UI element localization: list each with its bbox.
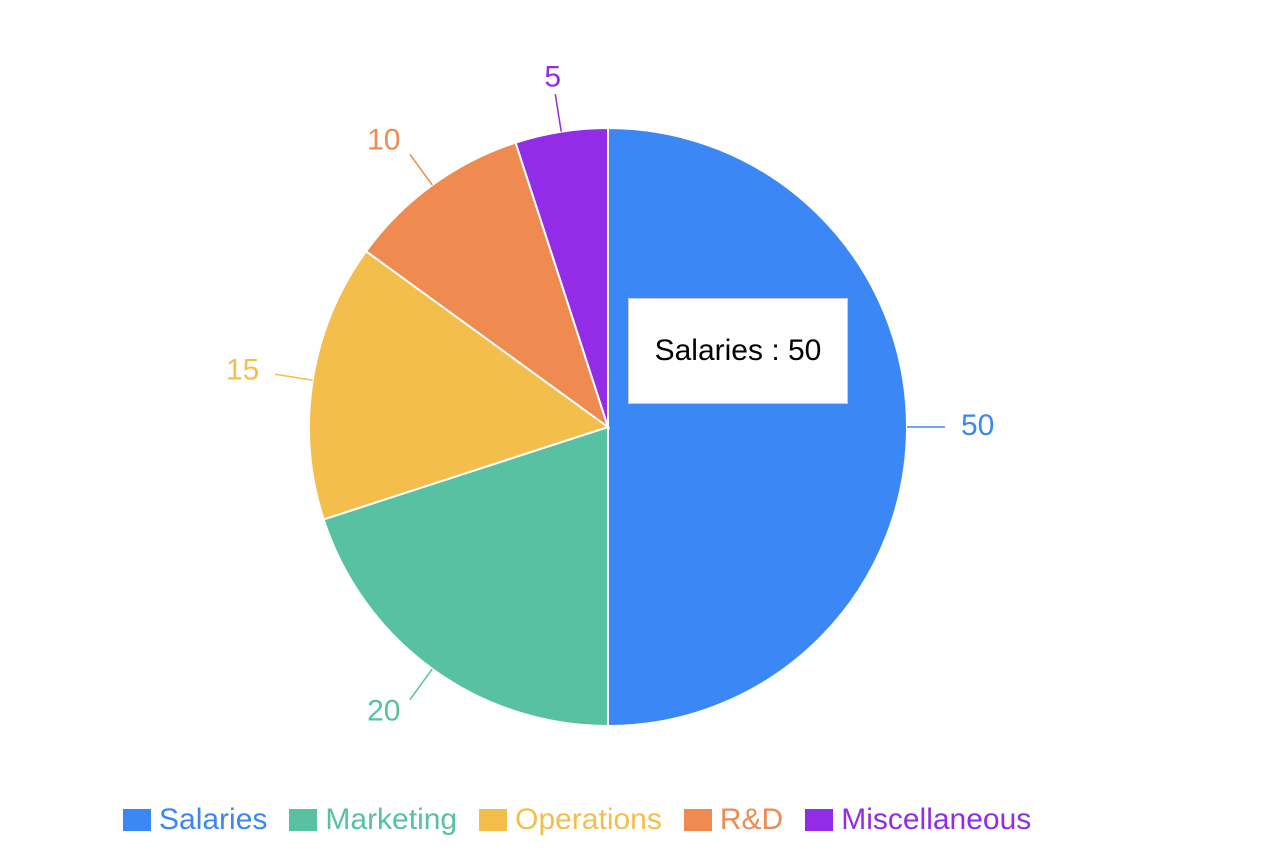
legend-label-marketing: Marketing: [325, 803, 458, 836]
legend-swatch-miscellaneous: [805, 809, 834, 831]
legend-item-salaries[interactable]: Salaries: [123, 803, 267, 837]
legend-label-rnd: R&D: [719, 803, 784, 836]
label-leader-lines: [275, 94, 945, 701]
legend-label-miscellaneous: Miscellaneous: [841, 803, 1032, 836]
chart-legend: Salaries Marketing Operations R&D Miscel…: [123, 800, 1053, 840]
legend-swatch-operations: [479, 809, 508, 831]
legend-label-salaries: Salaries: [159, 803, 268, 836]
pie-slice-salaries[interactable]: [607, 126, 908, 728]
leader-line-marketing: [409, 668, 433, 701]
pie-slices: [308, 126, 908, 728]
legend-swatch-marketing: [289, 809, 318, 831]
data-label-operations: 15: [226, 354, 259, 387]
chart-tooltip: Salaries : 50: [628, 298, 848, 404]
data-label-marketing: 20: [367, 695, 400, 728]
leader-line-rnd: [409, 153, 433, 186]
legend-item-rnd[interactable]: R&D: [683, 803, 784, 837]
legend-swatch-rnd: [683, 809, 712, 831]
data-label-miscellaneous: 5: [544, 60, 561, 93]
pie-slice-miscellaneous[interactable]: [514, 126, 609, 428]
leader-line-operations: [275, 373, 313, 381]
legend-item-miscellaneous[interactable]: Miscellaneous: [805, 803, 1031, 837]
legend-item-marketing[interactable]: Marketing: [289, 803, 457, 837]
legend-item-operations[interactable]: Operations: [479, 803, 662, 837]
pie-slice-marketing[interactable]: [322, 425, 609, 728]
tooltip-text: Salaries : 50: [654, 334, 822, 367]
data-label-rnd: 10: [367, 123, 400, 156]
legend-label-operations: Operations: [515, 803, 662, 836]
data-label-salaries: 50: [961, 409, 994, 442]
legend-swatch-salaries: [123, 809, 151, 831]
leader-line-miscellaneous: [554, 94, 562, 132]
data-labels: 50 20 15 10 5: [226, 60, 994, 727]
